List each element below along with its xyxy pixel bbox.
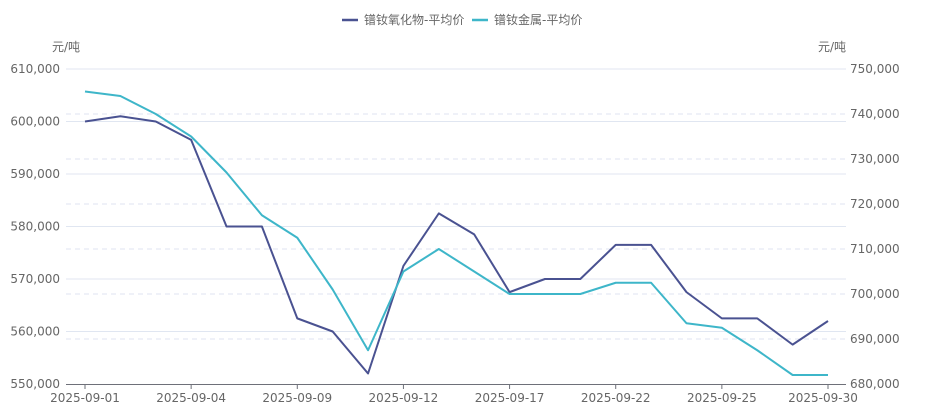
right-tick-label: 700,000: [850, 287, 900, 301]
left-tick-label: 590,000: [10, 167, 60, 181]
x-tick-label: 2025-09-01: [50, 391, 120, 405]
left-tick-label: 570,000: [10, 272, 60, 286]
right-tick-label: 740,000: [850, 107, 900, 121]
legend-label: 镨钕金属-平均价: [494, 12, 582, 27]
right-tick-label: 720,000: [850, 197, 900, 211]
x-tick-label: 2025-09-22: [581, 391, 651, 405]
left-tick-label: 610,000: [10, 62, 60, 76]
left-axis-unit: 元/吨: [52, 40, 80, 54]
x-tick-label: 2025-09-04: [156, 391, 226, 405]
right-tick-label: 730,000: [850, 152, 900, 166]
legend-label: 镨钕氧化物-平均价: [364, 12, 464, 27]
left-tick-label: 550,000: [10, 377, 60, 391]
right-tick-label: 680,000: [850, 377, 900, 391]
right-axis-unit: 元/吨: [818, 40, 846, 54]
right-tick-label: 750,000: [850, 62, 900, 76]
left-tick-label: 600,000: [10, 115, 60, 129]
left-tick-label: 580,000: [10, 220, 60, 234]
left-tick-label: 560,000: [10, 325, 60, 339]
x-tick-label: 2025-09-30: [788, 391, 858, 405]
x-tick-label: 2025-09-25: [687, 391, 757, 405]
x-tick-label: 2025-09-12: [369, 391, 439, 405]
x-tick-label: 2025-09-17: [475, 391, 545, 405]
series-line-1: [84, 115, 829, 375]
x-tick-label: 2025-09-09: [262, 391, 332, 405]
series-line-2: [84, 90, 828, 376]
right-tick-label: 710,000: [850, 242, 900, 256]
right-tick-label: 690,000: [850, 332, 900, 346]
